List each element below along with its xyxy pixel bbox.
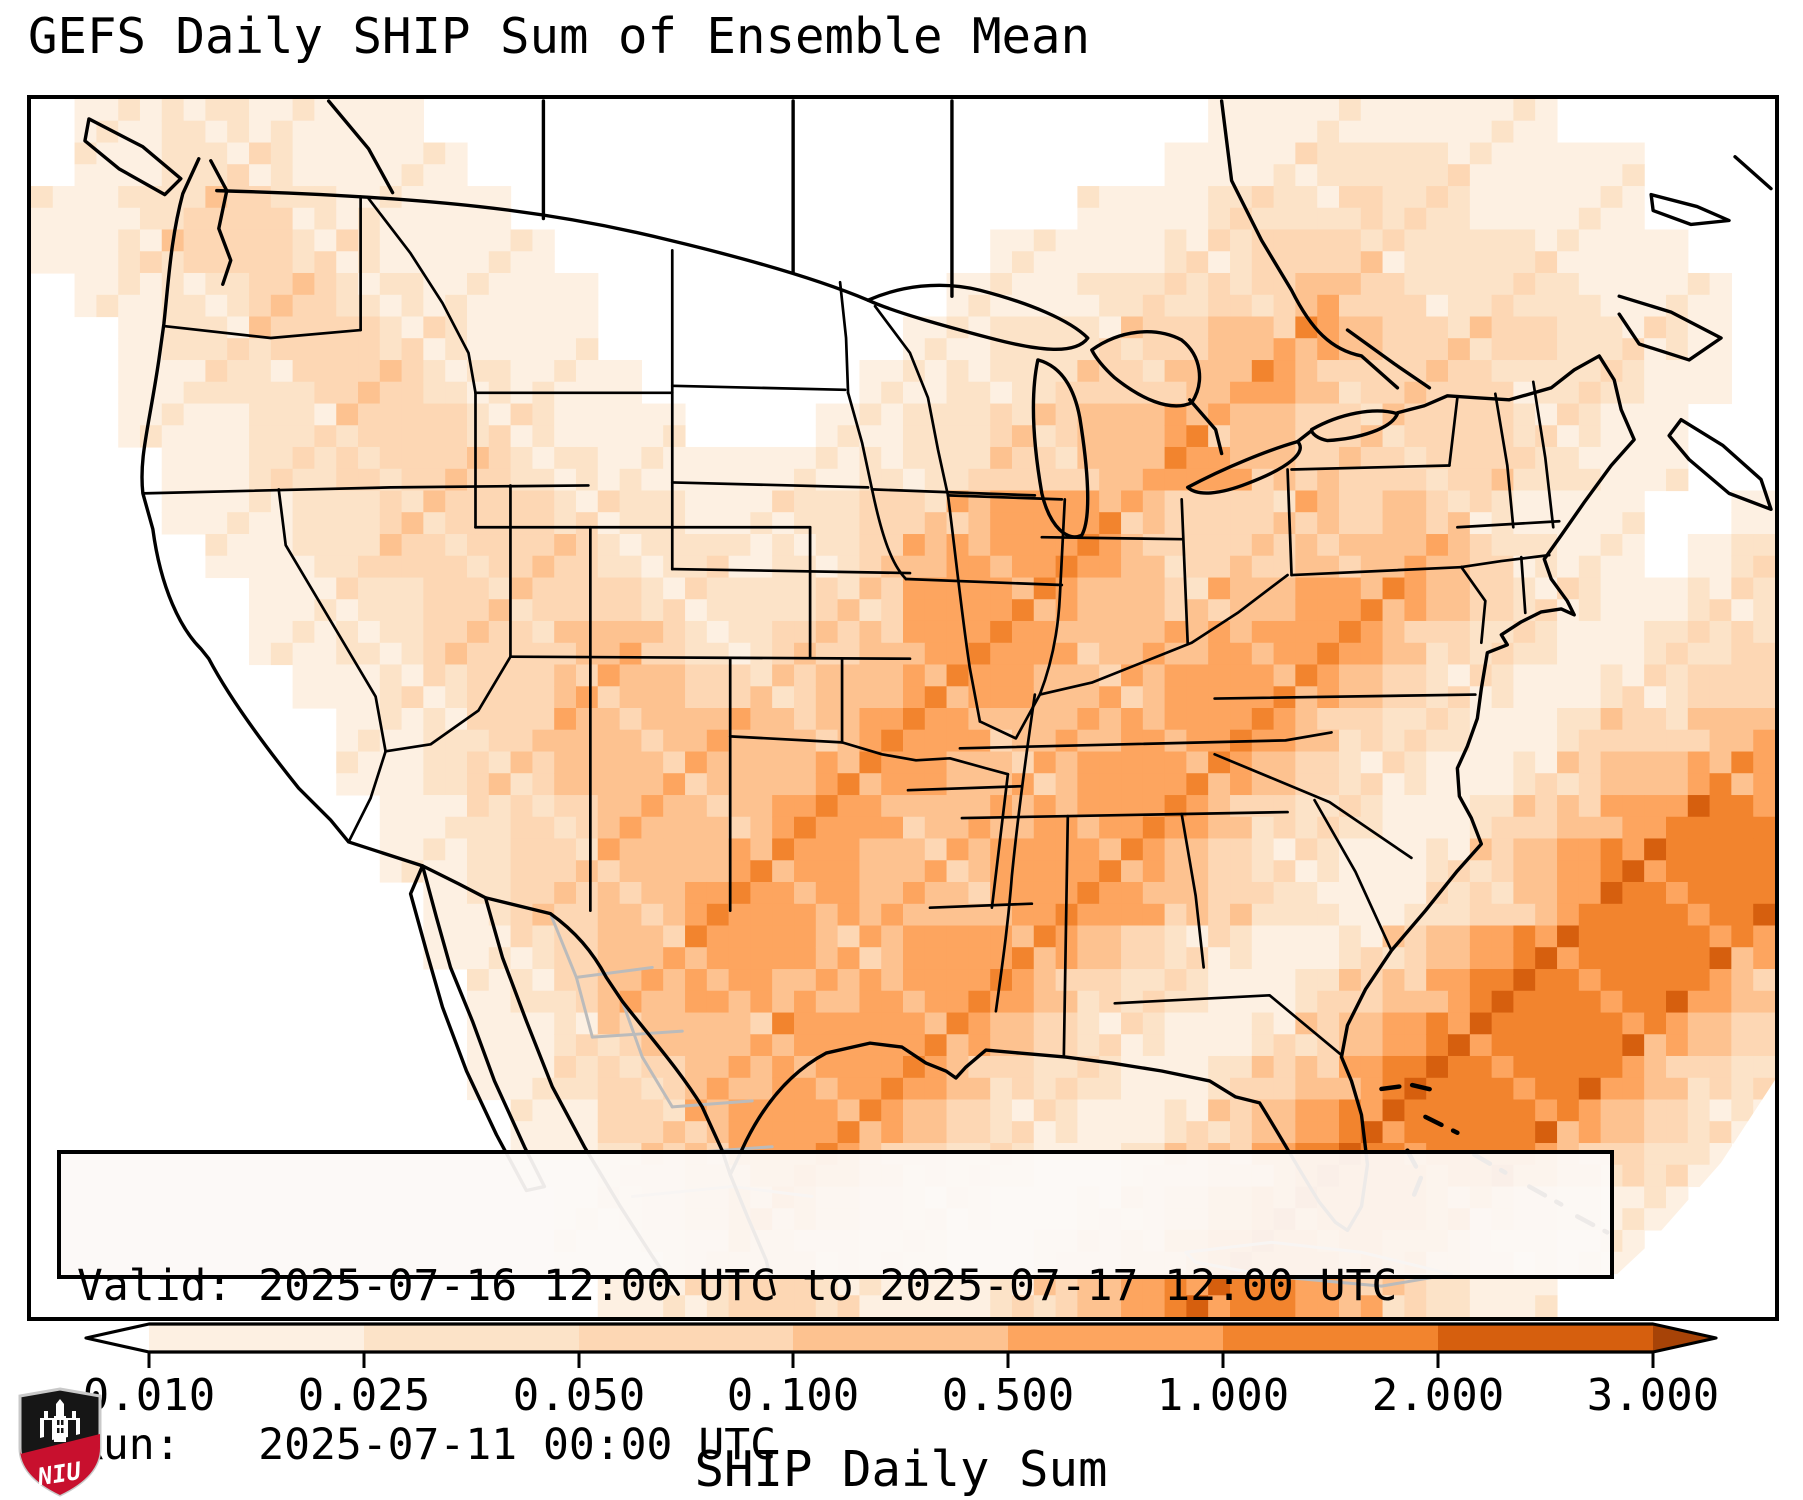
colorbar-over-arrow xyxy=(1653,1324,1716,1352)
run-line: Run: 2025-07-11 00:00 UTC xyxy=(77,1420,776,1470)
colorbar-tick-label: 3.000 xyxy=(1587,1370,1719,1421)
ottawa-river xyxy=(1219,99,1400,390)
map-canvas xyxy=(31,99,1775,1317)
colorbar-ticks xyxy=(147,1352,1655,1368)
valid-run-box: Valid: 2025-07-16 12:00 UTC to 2025-07-1… xyxy=(57,1150,1614,1470)
provincial-border xyxy=(326,99,395,195)
us-canada-border xyxy=(215,188,870,302)
lake-erie xyxy=(1185,439,1302,495)
lake-michigan xyxy=(1031,358,1090,539)
colorbar-segment xyxy=(1008,1324,1223,1352)
colorbar-segment xyxy=(149,1324,364,1352)
colorbar-segment xyxy=(1223,1324,1438,1352)
st-lawrence xyxy=(1345,328,1432,390)
colorbar-tick-labels: 0.010 0.025 0.050 0.100 0.500 1.000 2.000 3.000 xyxy=(83,1370,1719,1421)
puget-sound xyxy=(209,159,233,286)
niu-castle-facade xyxy=(54,1416,66,1442)
colorbar-under-arrow xyxy=(86,1324,149,1352)
figure-title: GEFS Daily SHIP Sum of Ensemble Mean xyxy=(28,8,1091,65)
colorbar-label: SHIP Daily Sum xyxy=(694,1441,1107,1498)
colorbar-tick-label: 1.000 xyxy=(1157,1370,1289,1421)
lake-superior xyxy=(866,283,1090,352)
colorbar-segments xyxy=(84,1322,1718,1354)
nova-scotia xyxy=(1667,417,1773,512)
gaspe xyxy=(1617,294,1723,362)
colorbar-tick-label: 0.100 xyxy=(727,1370,859,1421)
colorbar-segment xyxy=(1438,1324,1653,1352)
colorbar-segment xyxy=(579,1324,793,1352)
anticosti xyxy=(1649,192,1731,227)
colorbar-segment xyxy=(364,1324,579,1352)
colorbar-tick-label: 0.500 xyxy=(942,1370,1074,1421)
colorbar-tick-label: 0.025 xyxy=(298,1370,430,1421)
heatmap-layer xyxy=(31,99,1775,1317)
lake-ontario xyxy=(1309,409,1400,443)
state-borders xyxy=(141,195,1561,1059)
colorbar-tick-label: 0.010 xyxy=(83,1370,215,1421)
vancouver-island xyxy=(83,117,183,197)
domain-mask xyxy=(1571,1079,1775,1317)
niu-logo: NIU xyxy=(18,1387,102,1497)
colorbar-tick-label: 2.000 xyxy=(1372,1370,1504,1421)
map-frame xyxy=(27,95,1779,1321)
colorbar-tick-label: 0.050 xyxy=(513,1370,645,1421)
niu-logo-text: NIU xyxy=(35,1457,84,1492)
colorbar: 0.010 0.025 0.050 0.100 0.500 1.000 2.000 3.000… xyxy=(83,1322,1719,1498)
colorbar-segment xyxy=(793,1324,1008,1352)
niu-red-band xyxy=(20,1434,100,1495)
valid-line: Valid: 2025-07-16 12:00 UTC to 2025-07-1… xyxy=(77,1261,1398,1311)
